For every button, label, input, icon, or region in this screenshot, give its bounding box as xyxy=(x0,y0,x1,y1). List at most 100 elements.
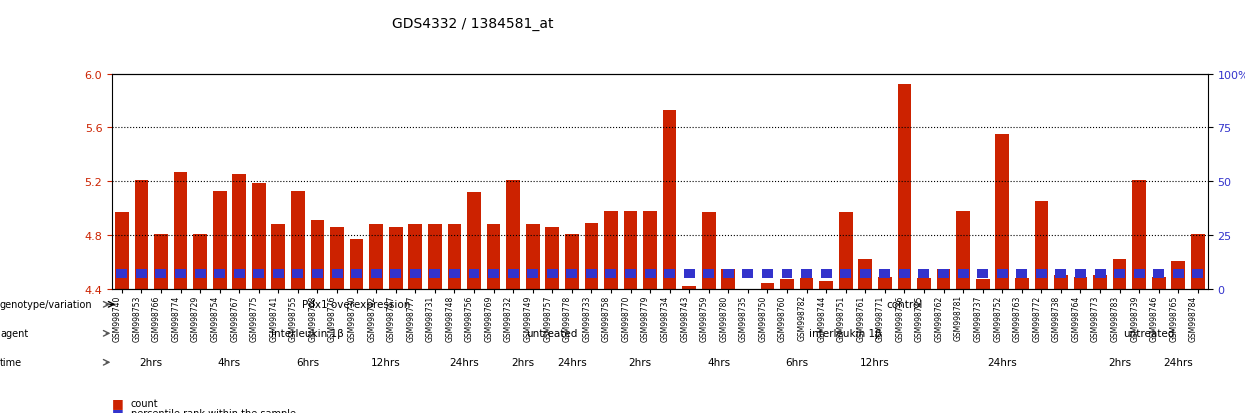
Bar xyxy=(1035,202,1048,289)
Bar xyxy=(781,280,794,289)
Bar xyxy=(820,269,832,278)
Bar xyxy=(350,240,364,289)
Bar xyxy=(134,180,148,289)
Text: GDS4332 / 1384581_at: GDS4332 / 1384581_at xyxy=(392,17,554,31)
Text: 2hrs: 2hrs xyxy=(512,357,534,368)
Bar xyxy=(194,269,205,278)
Bar xyxy=(956,211,970,289)
Bar xyxy=(1073,277,1087,289)
Text: 24hrs: 24hrs xyxy=(1163,357,1193,368)
Bar xyxy=(859,260,873,289)
Text: 2hrs: 2hrs xyxy=(139,357,163,368)
Bar xyxy=(390,269,401,278)
Bar xyxy=(723,269,733,278)
Bar xyxy=(1191,234,1205,289)
Text: time: time xyxy=(0,357,22,368)
Text: 2hrs: 2hrs xyxy=(629,357,652,368)
Text: 12hrs: 12hrs xyxy=(371,357,401,368)
Bar xyxy=(331,269,342,278)
Text: interleukin 1β: interleukin 1β xyxy=(271,328,344,339)
Text: agent: agent xyxy=(0,328,29,339)
Bar xyxy=(703,269,715,278)
Bar xyxy=(1173,269,1184,278)
Bar xyxy=(234,269,245,278)
Bar xyxy=(351,269,362,278)
Text: Pdx1 overexpression: Pdx1 overexpression xyxy=(303,299,411,310)
Bar xyxy=(115,213,128,289)
Bar xyxy=(1114,269,1125,278)
Bar xyxy=(761,284,774,289)
Bar xyxy=(1133,180,1147,289)
Bar xyxy=(742,269,753,278)
Bar xyxy=(604,211,618,289)
Bar xyxy=(1172,261,1185,289)
Bar xyxy=(488,269,499,278)
Bar xyxy=(1113,260,1127,289)
Bar xyxy=(1153,269,1164,278)
Bar xyxy=(957,269,969,278)
Bar xyxy=(937,269,949,278)
Text: 6hrs: 6hrs xyxy=(296,357,319,368)
Bar xyxy=(116,269,127,278)
Bar xyxy=(154,234,168,289)
Bar xyxy=(312,269,322,278)
Bar xyxy=(233,175,247,289)
Bar xyxy=(547,269,558,278)
Text: ■: ■ xyxy=(112,396,123,409)
Bar xyxy=(1193,269,1204,278)
Bar xyxy=(664,269,675,278)
Bar xyxy=(819,281,833,289)
Bar xyxy=(1055,276,1068,289)
Bar xyxy=(624,211,637,289)
Bar xyxy=(918,278,931,289)
Bar xyxy=(801,269,812,278)
Bar xyxy=(741,289,754,299)
Bar xyxy=(684,269,695,278)
Bar xyxy=(370,225,383,289)
Text: interleukin 1β: interleukin 1β xyxy=(809,328,883,339)
Bar xyxy=(702,213,716,289)
Bar xyxy=(936,269,950,289)
Bar xyxy=(545,227,559,289)
Bar xyxy=(467,192,481,289)
Bar xyxy=(291,191,305,289)
Bar xyxy=(840,269,852,278)
Bar xyxy=(1015,278,1028,289)
Bar xyxy=(762,269,773,278)
Bar xyxy=(448,225,461,289)
Bar xyxy=(997,269,1007,278)
Bar xyxy=(468,269,479,278)
Bar xyxy=(898,85,911,289)
Bar xyxy=(879,269,890,278)
Bar xyxy=(625,269,636,278)
Bar xyxy=(371,269,382,278)
Bar xyxy=(388,227,402,289)
Bar xyxy=(508,269,519,278)
Bar xyxy=(176,269,186,278)
Bar xyxy=(644,211,657,289)
Bar xyxy=(919,269,930,278)
Text: 2hrs: 2hrs xyxy=(1108,357,1132,368)
Text: 24hrs: 24hrs xyxy=(987,357,1017,368)
Bar xyxy=(645,269,656,278)
Bar xyxy=(1074,269,1086,278)
Text: 24hrs: 24hrs xyxy=(449,357,479,368)
Bar xyxy=(995,135,1008,289)
Text: genotype/variation: genotype/variation xyxy=(0,299,92,310)
Bar xyxy=(213,191,227,289)
Text: untreated: untreated xyxy=(1123,328,1174,339)
Bar xyxy=(527,269,538,278)
Bar xyxy=(311,221,324,289)
Bar xyxy=(1056,269,1067,278)
Bar xyxy=(1093,276,1107,289)
Bar xyxy=(271,225,285,289)
Text: 4hrs: 4hrs xyxy=(707,357,730,368)
Bar xyxy=(586,269,596,278)
Bar xyxy=(428,225,442,289)
Bar xyxy=(662,111,676,289)
Text: percentile rank within the sample: percentile rank within the sample xyxy=(131,408,296,413)
Bar xyxy=(136,269,147,278)
Bar xyxy=(585,223,598,289)
Bar xyxy=(408,225,422,289)
Text: untreated: untreated xyxy=(527,328,578,339)
